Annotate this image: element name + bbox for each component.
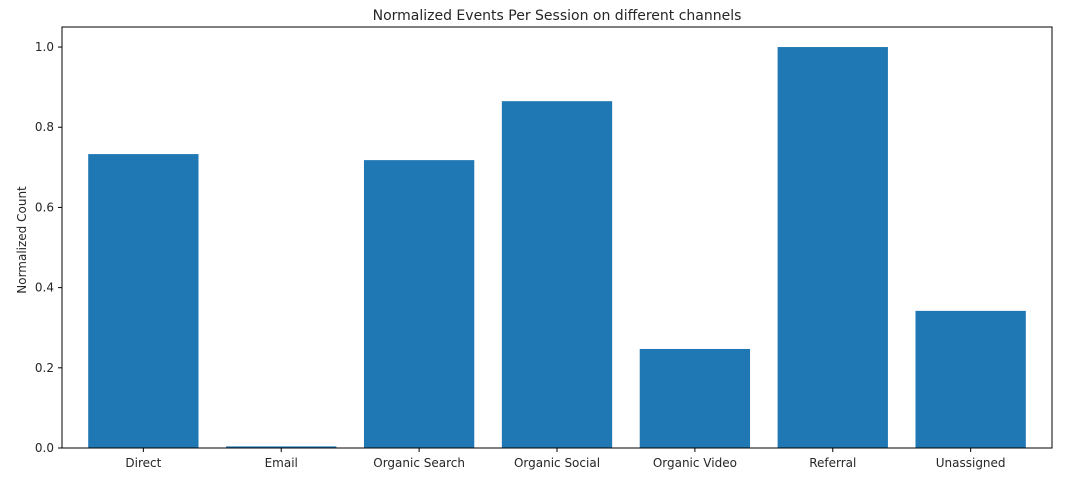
bar-referral: [777, 47, 888, 449]
bar-unassigned: [915, 310, 1026, 448]
x-tick-label: Organic Social: [514, 456, 600, 470]
plot-area-frame: [61, 26, 1053, 449]
y-tick-label: 0.4: [35, 281, 54, 295]
y-tick-label: 0.0: [35, 441, 54, 455]
x-tick-label: Organic Search: [373, 456, 465, 470]
bars-group: [88, 47, 1026, 449]
bar-organic-video: [639, 348, 751, 448]
x-tick-label: Email: [265, 456, 298, 470]
y-tick-label: 0.8: [35, 120, 54, 134]
y-tick-label: 0.6: [35, 200, 54, 214]
x-tick-label: Referral: [809, 456, 856, 470]
chart-title: Normalized Events Per Session on differe…: [373, 8, 742, 24]
y-tick-label: 0.2: [35, 361, 54, 375]
bar-organic-social: [501, 101, 613, 449]
bar-email: [226, 446, 337, 448]
y-tick-label: 1.0: [35, 40, 54, 54]
y-axis-ticks: 0.0 0.2 0.4 0.6 0.8 1.0: [35, 40, 62, 455]
bar-organic-search: [363, 160, 475, 448]
x-tick-label: Unassigned: [936, 456, 1006, 470]
bar-direct: [88, 154, 199, 448]
x-axis-ticks: Direct Email Organic Search Organic Social O…: [125, 448, 1006, 470]
y-axis-label: Normalized Count: [15, 186, 29, 294]
x-tick-label: Direct: [125, 456, 161, 470]
x-tick-label: Organic Video: [653, 456, 737, 470]
